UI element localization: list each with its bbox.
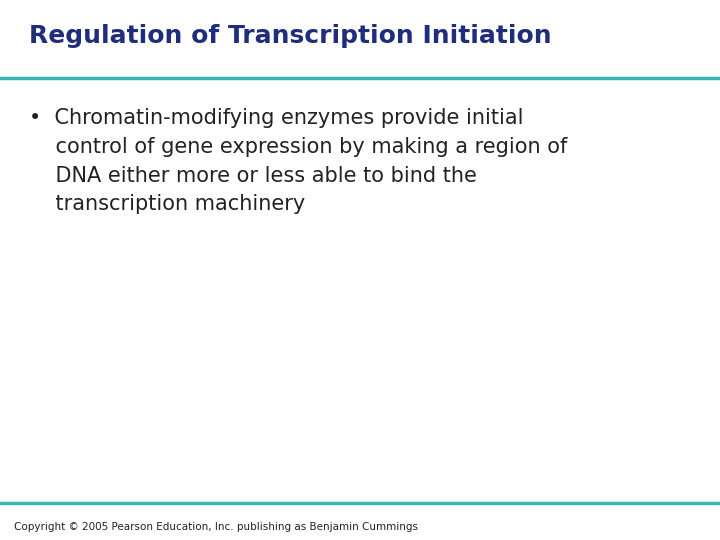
- Text: Copyright © 2005 Pearson Education, Inc. publishing as Benjamin Cummings: Copyright © 2005 Pearson Education, Inc.…: [14, 522, 418, 532]
- Text: Regulation of Transcription Initiation: Regulation of Transcription Initiation: [29, 24, 552, 48]
- Text: •  Chromatin-modifying enzymes provide initial
    control of gene expression by: • Chromatin-modifying enzymes provide in…: [29, 108, 567, 214]
